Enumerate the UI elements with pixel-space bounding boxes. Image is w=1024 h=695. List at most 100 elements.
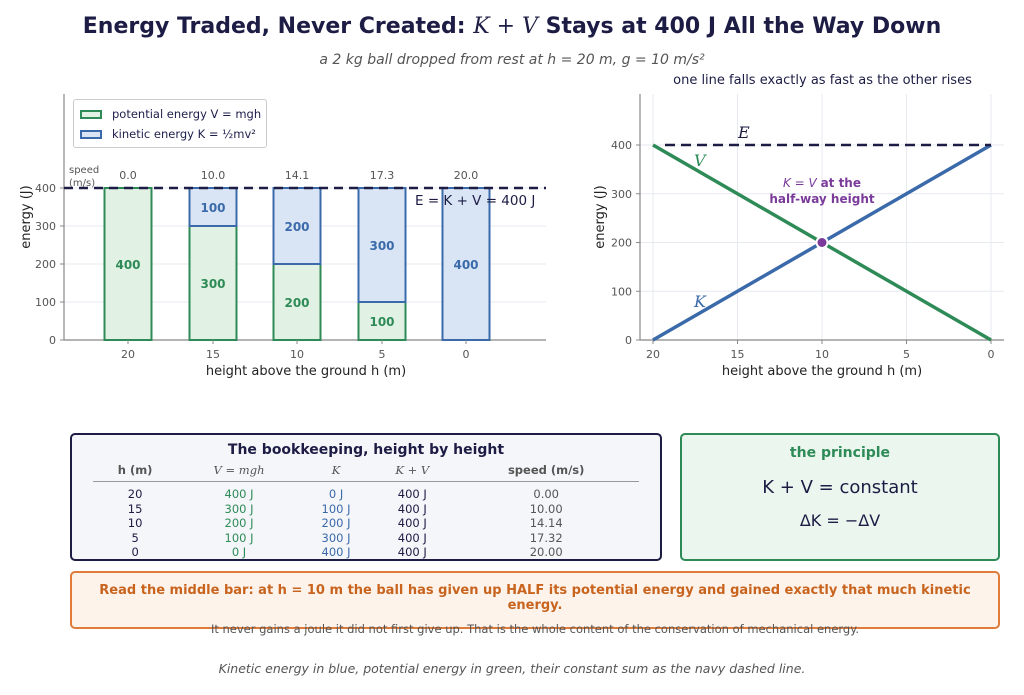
y-axis-label: energy (J) [593, 185, 608, 248]
table-cell: 10 [127, 516, 143, 530]
table-cell: 100 J [224, 530, 254, 545]
table-cell: 5 [131, 530, 139, 545]
x-tick-label: 0 [463, 348, 470, 361]
table-cell: 400 J [397, 545, 427, 559]
figure-caption: Kinetic energy in blue, potential energy… [218, 661, 806, 676]
line-chart-title: one line falls exactly as fast as the ot… [673, 73, 972, 88]
table-cell: 400 J [321, 545, 351, 559]
table-header-cell: speed (m/s) [453, 462, 639, 482]
table-title: The bookkeeping, height by height [227, 442, 505, 458]
table-cell: 400 J [397, 487, 427, 501]
table-header-cell: h (m) [93, 462, 178, 482]
table-cell: 400 J [397, 530, 427, 545]
y-tick-label: 200 [35, 258, 56, 271]
legend-label-potential: potential energy V = mgh [112, 107, 262, 121]
y-tick-label: 0 [625, 334, 632, 347]
bar-chart-legend: potential energy V = mgh kinetic energy … [73, 99, 267, 148]
series-label-k: K [693, 292, 707, 311]
speed-label: 20.0 [454, 169, 479, 182]
legend-item-kinetic: kinetic energy K = ½mv² [80, 127, 256, 141]
table-cell: 10.00 [529, 501, 563, 516]
table-header-cell: V = mgh [177, 462, 301, 482]
y-tick-label: 300 [611, 188, 632, 201]
bar-label-potential: 200 [284, 296, 309, 310]
x-axis-label: height above the ground h (m) [206, 364, 406, 379]
table-cell: 400 J [397, 501, 427, 516]
table-row: 20 400 J 0 J 400 J 0.00 [93, 482, 639, 502]
table-cell: 14.14 [529, 516, 563, 530]
table-cell: 20 [127, 487, 143, 501]
x-tick-label: 10 [815, 348, 829, 361]
bar-label-kinetic: 100 [200, 201, 225, 215]
table-cell: 20.00 [529, 545, 563, 559]
table-cell: 400 J [397, 516, 427, 530]
table-cell: 0 J [231, 545, 247, 559]
table-cell: 15 [127, 501, 143, 516]
table-cell: 200 J [321, 516, 351, 530]
crossing-label-line2: half-way height [769, 192, 874, 206]
bar-kinetic [272, 187, 322, 265]
x-tick-label: 10 [290, 348, 304, 361]
x-tick-label: 15 [731, 348, 745, 361]
crossing-label-line1: K = V at the [783, 176, 861, 190]
bar-label-potential: 300 [200, 277, 225, 291]
principle-panel: the principle K + V = constant ΔK = −ΔV [680, 433, 1000, 561]
principle-equation-2: ΔK = −ΔV [799, 511, 881, 530]
table-row: 0 0 J 400 J 400 J 20.00 [93, 545, 639, 560]
table-header-cell: K + V [371, 462, 454, 482]
y-tick-label: 200 [611, 237, 632, 250]
speed-header-units: (m/s) [69, 178, 95, 189]
title-text: Energy Traded, Never Created: [82, 14, 466, 39]
note-panel: Read the middle bar: at h = 10 m the bal… [70, 571, 1000, 636]
x-tick-label: 5 [379, 348, 386, 361]
speed-label: 10.0 [201, 169, 226, 182]
y-tick-label: 100 [35, 296, 56, 309]
x-tick-label: 15 [206, 348, 220, 361]
table-header-cell: K [300, 462, 372, 482]
stacked-bar-chart: 01002003004004000.02030010010.0152002001… [19, 94, 546, 379]
bar-potential [103, 187, 153, 341]
line-chart: 0 100 200 300 400 20 15 10 5 0 V K E K = V at the half… [593, 94, 1004, 379]
title-math: K + V [473, 14, 538, 39]
note-headline: Read the middle bar: at h = 10 m the bal… [99, 583, 971, 613]
speed-header: speed [69, 165, 99, 176]
table-cell: 0 [131, 545, 139, 559]
table-cell: 0 J [328, 487, 344, 501]
principle-title: the principle [789, 445, 891, 461]
crossing-point [815, 236, 829, 249]
bookkeeping-table-panel: The bookkeeping, height by height h (m) V… [70, 433, 662, 561]
speed-label: 17.3 [370, 169, 395, 182]
page-title: Energy Traded, Never Created: K + V Stay… [0, 14, 1024, 39]
legend-item-potential: potential energy V = mgh [80, 107, 261, 121]
legend-label-kinetic: kinetic energy K = ½mv² [112, 127, 256, 141]
bar-label-potential: 400 [115, 258, 140, 272]
legend-swatch-kinetic [80, 129, 102, 139]
bar-kinetic [188, 187, 238, 227]
table-row: 10 200 J 200 J 400 J 14.14 [93, 516, 639, 531]
table-cell: 400 J [224, 487, 254, 501]
note-detail: It never gains a joule it did not first … [210, 622, 860, 636]
bar-potential [357, 301, 407, 341]
principle-equation-1: K + V = constant [762, 477, 918, 498]
x-tick-label: 20 [646, 348, 660, 361]
y-tick-label: 100 [611, 285, 632, 298]
crossing-label-text: at the [821, 176, 861, 190]
table-row: 15 300 J 100 J 400 J 10.00 [93, 502, 639, 517]
bar-label-potential: 100 [369, 315, 394, 329]
legend-swatch-potential [80, 109, 102, 119]
table-cell: 300 J [321, 530, 351, 545]
speed-label: 0.0 [119, 169, 137, 182]
x-tick-label: 5 [903, 348, 910, 361]
x-tick-label: 0 [988, 348, 995, 361]
y-tick-label: 300 [35, 220, 56, 233]
x-tick-label: 20 [121, 348, 135, 361]
series-label-e: E [737, 123, 750, 142]
speed-label: 14.1 [285, 169, 310, 182]
y-axis-label: energy (J) [19, 185, 34, 248]
bar-label-kinetic: 400 [453, 258, 478, 272]
bar-potential [272, 263, 322, 341]
table-row: 5 100 J 300 J 400 J 17.32 [93, 531, 639, 546]
